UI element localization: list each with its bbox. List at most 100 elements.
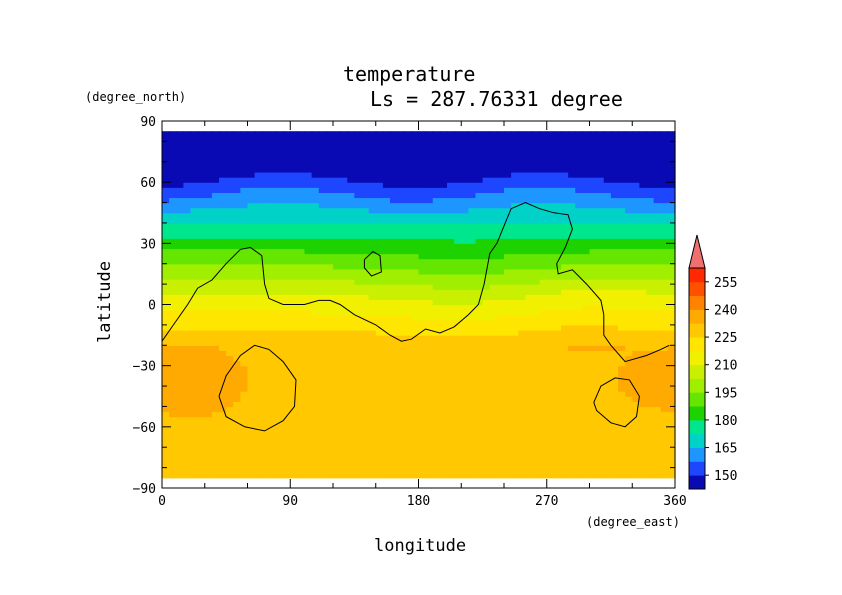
field-cell xyxy=(411,314,420,321)
field-cell xyxy=(461,457,469,464)
field-cell xyxy=(382,268,391,275)
field-cell xyxy=(340,279,348,285)
field-cell xyxy=(304,386,313,392)
field-cell xyxy=(176,304,184,311)
field-cell xyxy=(390,309,398,316)
field-cell xyxy=(219,386,227,392)
field-cell xyxy=(432,182,441,188)
field-cell xyxy=(247,233,256,239)
field-cell xyxy=(382,391,391,397)
field-cell xyxy=(311,212,320,219)
field-cell xyxy=(618,457,626,464)
field-cell xyxy=(276,401,284,408)
field-cell xyxy=(397,299,405,306)
field-cell xyxy=(425,273,434,280)
field-cell xyxy=(254,421,263,428)
field-cell xyxy=(333,182,341,188)
field-cell xyxy=(297,406,306,413)
field-cell xyxy=(553,192,562,199)
field-cell xyxy=(197,380,206,387)
field-cell xyxy=(511,314,519,321)
field-cell xyxy=(532,406,541,413)
field-cell xyxy=(618,171,626,178)
field-cell xyxy=(311,462,320,469)
field-cell xyxy=(247,253,256,260)
field-cell xyxy=(311,207,320,214)
field-cell xyxy=(204,365,213,372)
field-cell xyxy=(432,233,441,239)
field-cell xyxy=(561,263,569,270)
field-cell xyxy=(283,375,291,382)
field-cell xyxy=(525,228,534,234)
field-cell xyxy=(511,406,519,413)
field-cell xyxy=(340,350,348,357)
field-cell xyxy=(375,151,384,158)
field-cell xyxy=(639,437,648,443)
field-cell xyxy=(582,319,591,326)
field-cell xyxy=(368,187,377,193)
field-cell xyxy=(290,207,298,214)
field-cell xyxy=(639,329,648,336)
field-cell xyxy=(632,248,640,255)
field-cell xyxy=(197,289,206,295)
field-cell xyxy=(518,329,526,336)
field-cell xyxy=(418,212,427,219)
field-cell xyxy=(532,447,541,453)
field-cell xyxy=(432,431,441,438)
field-cell xyxy=(660,177,669,183)
field-cell xyxy=(539,335,548,341)
field-cell xyxy=(504,447,512,453)
field-cell xyxy=(418,472,427,479)
field-cell xyxy=(325,273,334,280)
field-cell xyxy=(596,406,605,413)
field-cell xyxy=(475,182,484,188)
field-cell xyxy=(219,447,227,453)
field-cell xyxy=(283,202,291,209)
field-cell xyxy=(582,447,591,453)
field-cell xyxy=(390,141,398,148)
field-cell xyxy=(568,386,576,392)
field-cell xyxy=(425,304,434,311)
field-cell xyxy=(197,136,206,142)
field-cell xyxy=(361,146,370,153)
field-cell xyxy=(539,304,548,311)
field-cell xyxy=(390,340,398,346)
field-cell xyxy=(290,182,298,188)
field-cell xyxy=(261,177,270,183)
field-cell xyxy=(340,437,348,443)
field-cell xyxy=(618,411,626,418)
field-cell xyxy=(646,426,655,433)
field-cell xyxy=(325,151,334,158)
field-cell xyxy=(354,268,363,275)
field-cell xyxy=(304,151,313,158)
field-cell xyxy=(390,431,398,438)
field-cell xyxy=(211,386,220,392)
field-cell xyxy=(211,268,220,275)
field-cell xyxy=(653,431,662,438)
field-cell xyxy=(610,467,619,474)
field-cell xyxy=(525,437,534,443)
field-cell xyxy=(610,202,619,209)
field-cell xyxy=(290,258,298,265)
field-cell xyxy=(347,380,355,387)
field-cell xyxy=(589,202,598,209)
field-cell xyxy=(176,156,184,163)
field-cell xyxy=(397,467,405,474)
field-cell xyxy=(454,243,462,250)
field-cell xyxy=(603,345,612,351)
field-cell xyxy=(632,457,640,464)
field-cell xyxy=(667,416,676,423)
field-cell xyxy=(390,284,398,290)
field-cell xyxy=(354,457,363,464)
field-cell xyxy=(432,243,441,250)
field-cell xyxy=(375,294,384,301)
field-cell xyxy=(447,156,455,163)
field-cell xyxy=(525,309,534,316)
field-cell xyxy=(575,452,583,459)
field-cell xyxy=(325,177,334,183)
field-cell xyxy=(496,421,505,428)
field-cell xyxy=(660,329,669,336)
field-cell xyxy=(632,437,640,443)
field-cell xyxy=(439,411,448,418)
field-cell xyxy=(297,386,306,392)
